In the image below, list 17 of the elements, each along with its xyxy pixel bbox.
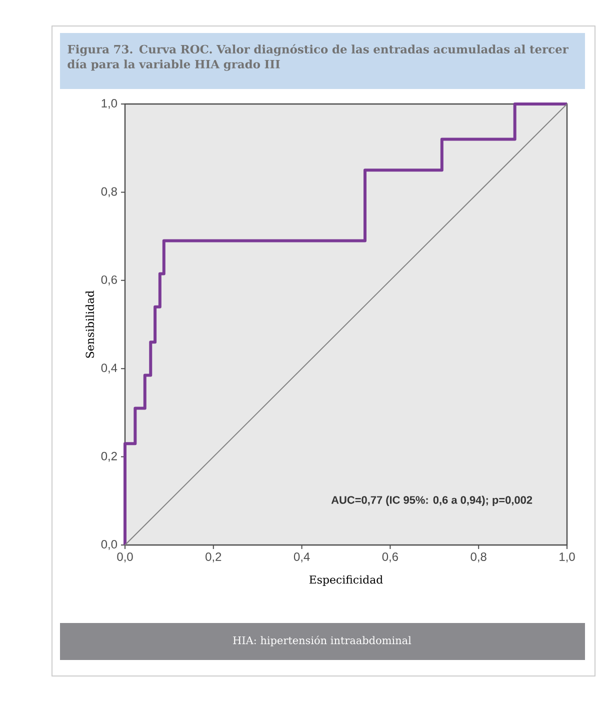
x-axis-title: Especificidad xyxy=(309,575,383,586)
x-tick-label: 0,2 xyxy=(206,552,222,562)
x-tick-label: 0,6 xyxy=(382,552,398,562)
chart-title: Figura 73. Curva ROC. Valor diagnóstico de las entradas acumuladas al tercer día para la variable HIA grado III xyxy=(68,44,569,71)
text: HIA: hipertensión intraabdominal xyxy=(233,636,412,646)
annotation: AUC=0,77 (IC 95%: 0,6 a 0,94); p=0,002 xyxy=(331,496,532,506)
x-tick-label: 1,0 xyxy=(560,552,575,562)
x-tick-label: 0,4 xyxy=(294,552,310,562)
y-tick-label: 1,0 xyxy=(102,99,118,109)
y-tick-label: 0,0 xyxy=(101,540,118,550)
x-tick-label: 0,0 xyxy=(117,552,133,562)
x-tick-label: 0,8 xyxy=(470,552,486,562)
y-axis-title: Sensibilidad xyxy=(86,290,94,358)
y-tick-label: 0,4 xyxy=(101,364,118,374)
y-tick-label: 0,8 xyxy=(101,187,117,198)
y-tick-label: 0,2 xyxy=(101,452,117,462)
y-tick-label: 0,6 xyxy=(101,275,117,286)
